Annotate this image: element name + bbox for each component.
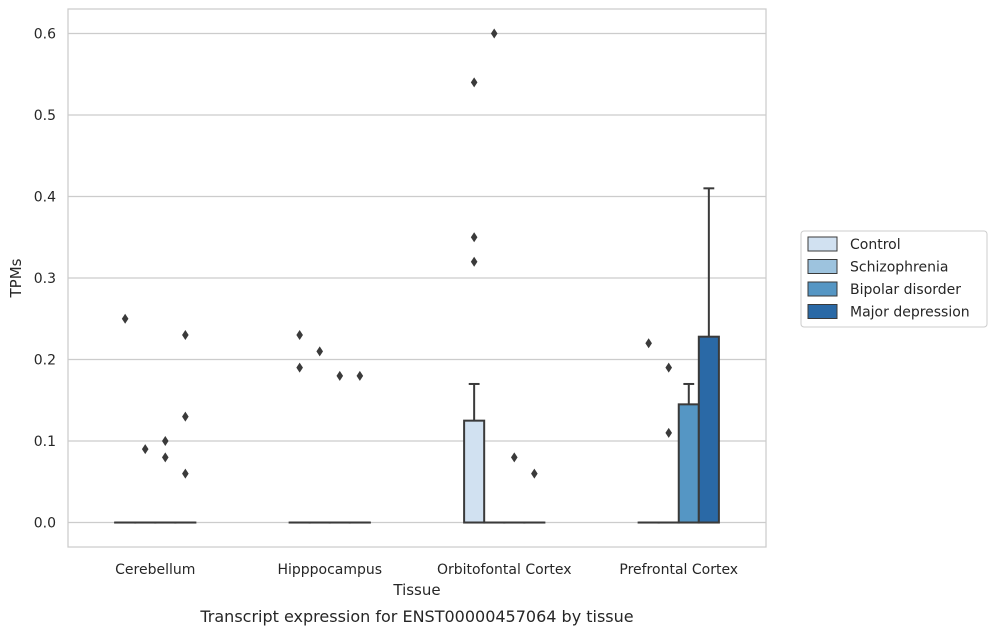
- chart-caption: Transcript expression for ENST0000045706…: [199, 607, 633, 626]
- outlier-point: [121, 313, 129, 324]
- y-tick-label: 0.3: [34, 271, 56, 287]
- outlier-point: [645, 338, 652, 349]
- legend-swatch: [807, 281, 838, 297]
- outlier-point: [141, 444, 149, 455]
- y-tick-label: 0.2: [34, 353, 56, 369]
- x-tick-label: Prefrontal Cortex: [619, 562, 738, 578]
- outlier-point: [336, 370, 344, 381]
- y-tick-label: 0.4: [34, 189, 56, 205]
- outlier-point: [470, 232, 478, 243]
- x-axis-title: Tissue: [392, 581, 440, 599]
- box-body: [677, 403, 700, 524]
- box-control: [463, 382, 486, 524]
- legend-label: Schizophrenia: [850, 260, 948, 276]
- grid-lines: [68, 32, 766, 524]
- box-body: [697, 335, 720, 524]
- outlier-point: [470, 77, 478, 88]
- y-tick-labels: 0.0 0.1 0.2 0.3 0.4 0.5 0.6: [34, 26, 56, 531]
- x-tick-label: Hipppocampus: [277, 562, 382, 578]
- outlier-point: [470, 256, 478, 267]
- outlier-point: [665, 427, 673, 438]
- legend-label: Bipolar disorder: [850, 282, 961, 298]
- outlier-point: [490, 28, 498, 39]
- x-tick-labels: Cerebellum Hipppocampus Orbitofontal Corte…: [115, 562, 738, 578]
- legend-swatch: [807, 259, 838, 274]
- outlier-point: [296, 330, 303, 341]
- box-series: [114, 187, 720, 524]
- y-tick-label: 0.1: [34, 434, 56, 450]
- outlier-point: [182, 330, 189, 341]
- x-tick-label: Cerebellum: [115, 562, 195, 578]
- box-major-depression: [697, 187, 720, 524]
- legend-swatch: [807, 236, 838, 252]
- outlier-point: [356, 370, 364, 381]
- outlier-point: [161, 436, 169, 447]
- y-tick-label: 0.5: [34, 108, 56, 124]
- legend-frame: [800, 230, 988, 328]
- outlier-point: [182, 468, 189, 479]
- outlier-point: [296, 362, 303, 373]
- y-tick-label: 0.0: [34, 516, 56, 532]
- outlier-point: [316, 346, 324, 357]
- plot-area-frame: [67, 8, 767, 548]
- outlier-points: [121, 28, 673, 479]
- legend-label: Major depression: [850, 305, 970, 321]
- outlier-point: [531, 468, 538, 479]
- outlier-point: [510, 452, 518, 463]
- outlier-point: [665, 362, 673, 373]
- y-tick-label: 0.6: [34, 26, 56, 42]
- legend-label: Control: [850, 237, 901, 253]
- outlier-point: [182, 411, 189, 422]
- legend-swatch: [807, 304, 838, 319]
- x-tick-label: Orbitofontal Cortex: [437, 562, 572, 578]
- outlier-point: [161, 452, 169, 463]
- y-axis-title: TPMs: [7, 258, 25, 298]
- box-body: [463, 419, 486, 524]
- box-bipolar-disorder: [677, 382, 700, 524]
- legend: Control Schizophrenia Bipolar disorder Majo…: [800, 230, 988, 328]
